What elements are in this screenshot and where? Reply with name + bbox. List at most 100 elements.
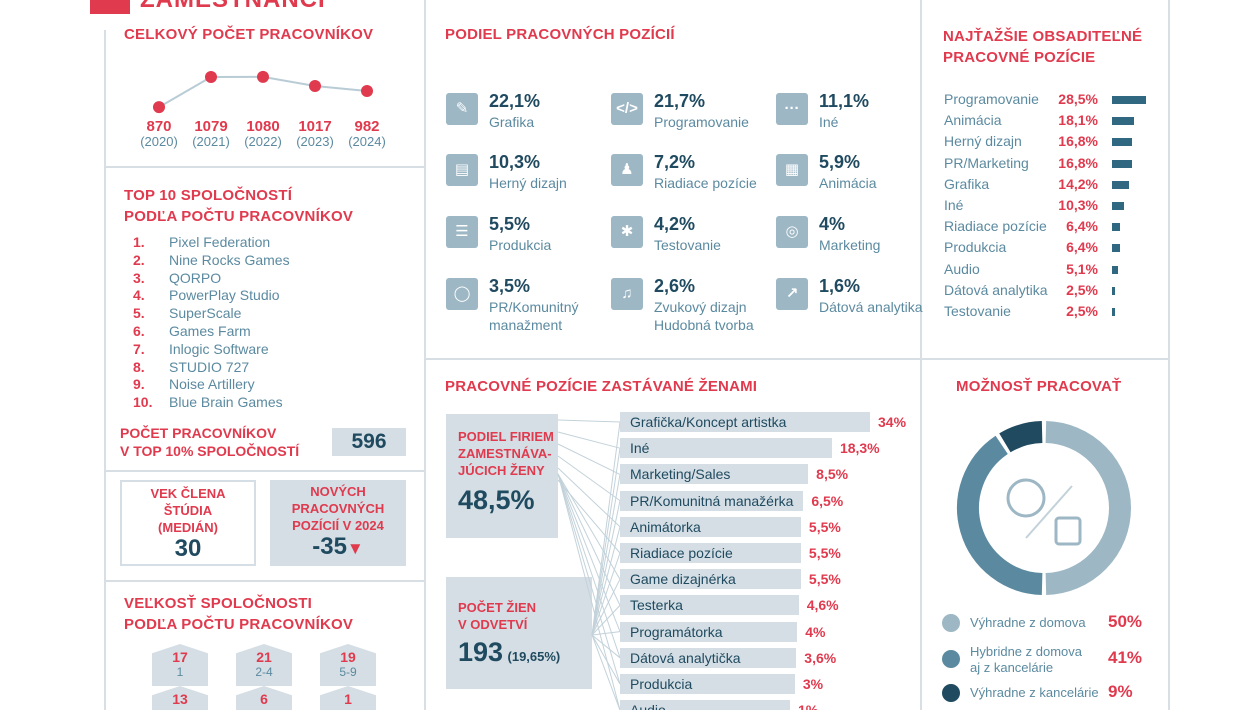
position-icon: ↗ <box>776 278 808 310</box>
company-rank: 1. <box>133 234 145 250</box>
position-icon: ✎ <box>446 93 478 125</box>
hardest-bar <box>1112 138 1133 147</box>
women-share-value: 48,5% <box>458 485 535 515</box>
position-value: 10,3% <box>489 152 541 172</box>
hardest-category-label: Produkcia <box>944 239 1007 256</box>
position-icon: ♟ <box>611 154 643 186</box>
new-positions-box: NOVÝCH PRACOVNÝCH POZÍCIÍ V 2024 -35▼ <box>270 480 406 566</box>
company-name: Blue Brain Games <box>169 394 283 411</box>
hardest-category-label: Dátová analytika <box>944 281 1048 298</box>
women-share-label-1: PODIEL FIRIEM <box>458 429 554 444</box>
employees-point <box>361 84 373 97</box>
women-category-label: Audio <box>630 700 666 710</box>
company-size-title: VEĽKOSŤ SPOLOČNOSTI PODĽA POČTU PRACOVNÍ… <box>124 595 354 633</box>
divider <box>1168 0 1170 710</box>
hardest-value-label: 5,1% <box>1066 260 1098 277</box>
company-size-count: 21 <box>256 649 272 665</box>
women-bar <box>620 674 795 694</box>
connector-line <box>557 443 621 475</box>
women-bar <box>620 595 799 616</box>
connector-line <box>557 431 621 449</box>
employees-year-label: (2023) <box>296 134 334 149</box>
women-bar <box>620 621 798 642</box>
company-name: STUDIO 727 <box>169 358 250 375</box>
position-value: 5,5% <box>489 214 531 234</box>
women-bar <box>620 569 801 590</box>
women-category-label: Produkcia <box>630 676 693 692</box>
company-size-count: 6 <box>260 691 268 707</box>
women-value-label: 34% <box>878 414 907 430</box>
donut-slice <box>957 435 1043 595</box>
position-value: 1,6% <box>819 276 861 296</box>
women-count-label-2: V ODVETVÍ <box>458 617 528 632</box>
connector-line <box>557 473 621 632</box>
age-label-3: (MEDIÁN) <box>158 520 218 535</box>
position-label: Animácia <box>819 175 877 191</box>
women-value-label: 18,3% <box>839 440 880 457</box>
legend-swatch <box>942 614 960 632</box>
women-count-label-1: POČET ŽIEN <box>458 600 537 615</box>
legend-swatch <box>942 684 960 702</box>
women-value-label: 6,5% <box>811 492 844 509</box>
connector-line <box>591 634 621 659</box>
women-bar <box>620 543 801 563</box>
employees-point <box>153 101 165 114</box>
employees-title: CELKOVÝ POČET PRACOVNÍKOV <box>124 26 374 43</box>
legend-label: Výhradne z domova <box>970 615 1086 631</box>
hardest-value-label: 2,5% <box>1066 281 1098 298</box>
hardest-value-label: 6,4% <box>1066 239 1098 256</box>
position-icon: ◎ <box>776 216 808 248</box>
women-value-label: 3,6% <box>804 649 837 666</box>
position-label: Grafika <box>489 114 535 130</box>
company-size-count: 19 <box>340 649 356 665</box>
company-rank: 10. <box>133 394 153 411</box>
legend-label: Hybridne z domova aj z kancelárie <box>970 644 1082 676</box>
women-category-label: Marketing/Sales <box>630 466 731 483</box>
hardest-category-label: Herný dizajn <box>944 133 1022 150</box>
employees-value-label: 870 <box>146 118 172 135</box>
company-rank: 9. <box>133 376 145 393</box>
position-icon: ··· <box>776 93 808 125</box>
women-category-label: Animátorka <box>630 518 701 535</box>
position-value: 22,1% <box>489 91 541 111</box>
hardest-value-label: 10,3% <box>1058 197 1098 213</box>
logo-text: ZAMESTNANCI <box>140 0 326 14</box>
hardest-category-label: Testovanie <box>944 303 1011 319</box>
women-category-label: Dátová analytička <box>630 649 741 666</box>
connector-line <box>591 448 621 636</box>
position-icon: ☰ <box>446 216 478 248</box>
connector-line <box>591 605 621 636</box>
legend-value: 9% <box>1108 682 1133 701</box>
position-icon: ♫ <box>611 278 643 310</box>
top10-count-label: POČET PRACOVNÍKOV V TOP 10% SPOLOČNOSTÍ <box>120 425 300 459</box>
company-size-count: 17 <box>172 649 188 665</box>
women-value-label: 1% <box>798 700 818 710</box>
women-value-label: 8,5% <box>816 466 849 483</box>
position-value: 2,6% <box>654 276 696 296</box>
company-rank: 8. <box>133 358 145 375</box>
position-icon: ▤ <box>446 154 478 186</box>
hardest-bar <box>1112 159 1133 168</box>
hardest-bar <box>1112 96 1146 104</box>
company-name: Noise Artillery <box>169 376 255 393</box>
women-bar <box>620 464 809 485</box>
position-label: Produkcia <box>489 237 552 253</box>
divider <box>920 0 922 710</box>
women-category-label: Programátorka <box>630 623 723 640</box>
hardest-category-label: Iné <box>944 197 964 213</box>
connector-line <box>557 473 621 580</box>
company-size-range: 2-4 <box>255 665 273 679</box>
position-label: Programovanie <box>654 114 749 130</box>
connector-line <box>557 473 621 658</box>
new-positions-value: -35 <box>312 533 347 560</box>
employees-line-chart <box>153 70 373 114</box>
connector-line <box>591 552 621 636</box>
new-positions-label-3: POZÍCIÍ V 2024 <box>292 518 384 533</box>
connector-line <box>591 526 621 636</box>
women-value-label: 4% <box>805 623 826 640</box>
position-value: 4,2% <box>654 214 696 234</box>
hardest-bar <box>1112 180 1129 189</box>
women-title: PRACOVNÉ POZÍCIE ZASTÁVANÉ ŽENAMI <box>445 378 758 395</box>
company-name: PowerPlay Studio <box>169 287 280 304</box>
employees-point <box>309 79 321 92</box>
